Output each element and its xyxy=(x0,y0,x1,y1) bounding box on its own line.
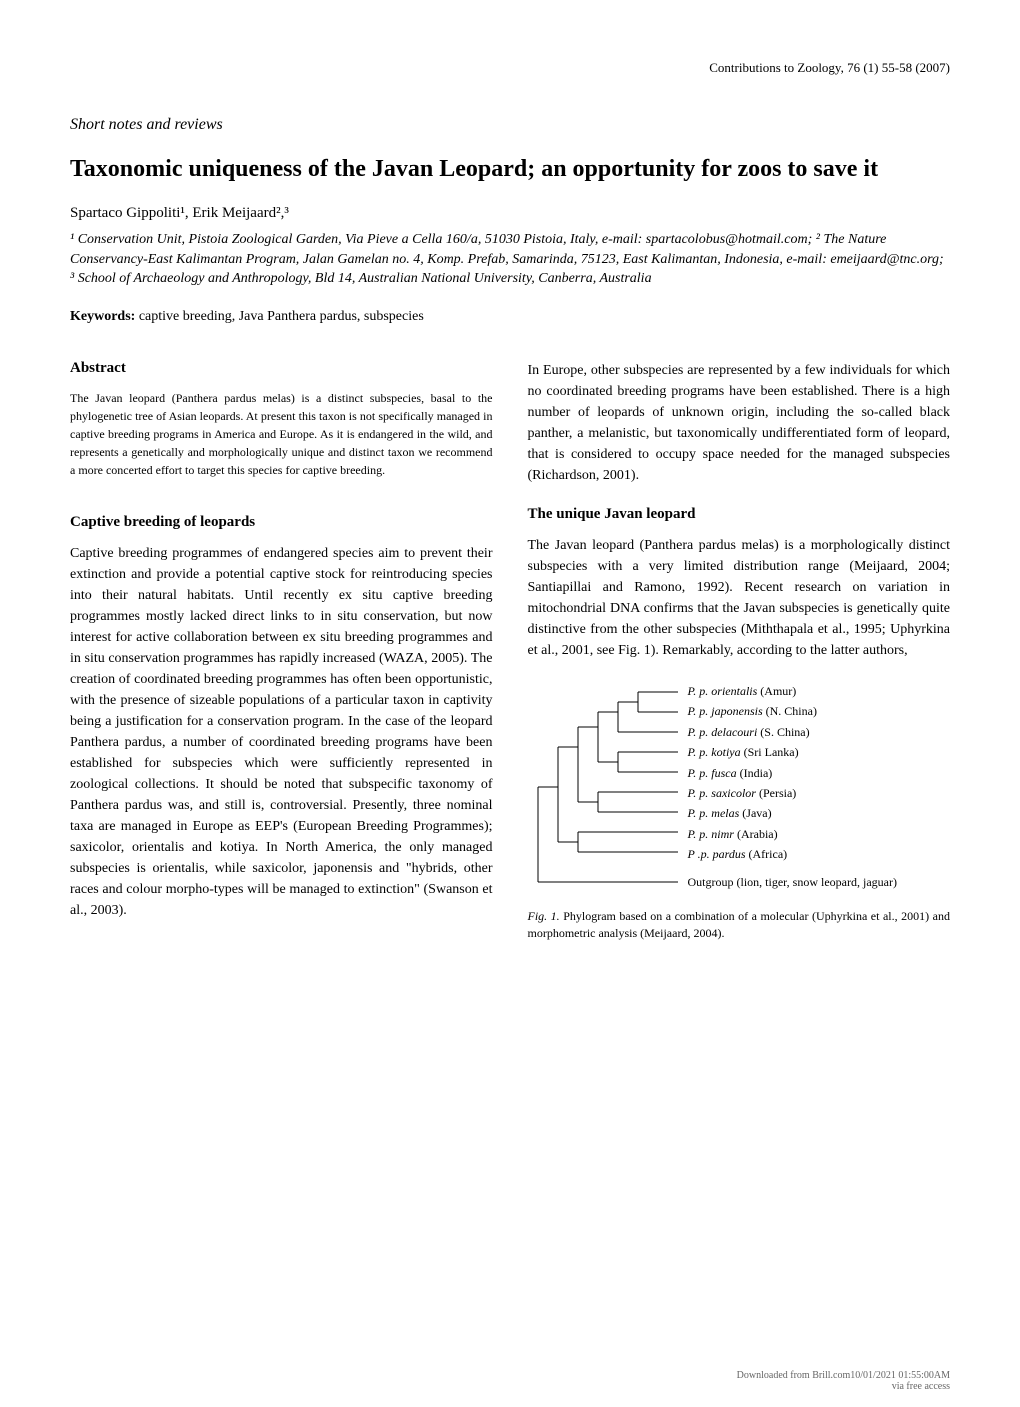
section1-heading: Captive breeding of leopards xyxy=(70,514,493,531)
section2-heading: The unique Javan leopard xyxy=(528,506,951,523)
article-title: Taxonomic uniqueness of the Javan Leopar… xyxy=(70,154,950,185)
figure-caption: Fig. 1. Phylogram based on a combination… xyxy=(528,908,951,942)
keywords: Keywords: captive breeding, Java Panther… xyxy=(70,309,950,325)
journal-citation: Contributions to Zoology, 76 (1) 55-58 (… xyxy=(70,60,950,76)
leaf-saxicolor: P. p. saxicolor (Persia) xyxy=(688,783,897,803)
leaf-japonensis: P. p. japonensis (N. China) xyxy=(688,701,897,721)
figure-1: P. p. orientalis (Amur) P. p. japonensis… xyxy=(528,681,951,942)
section1-text: Captive breeding programmes of endangere… xyxy=(70,543,493,921)
affiliations: ¹ Conservation Unit, Pistoia Zoological … xyxy=(70,230,950,289)
phylogram-tree-icon xyxy=(528,682,688,892)
species-list: P. p. orientalis (Amur) P. p. japonensis… xyxy=(688,681,897,893)
leaf-melas: P. p. melas (Java) xyxy=(688,803,897,823)
column2-intro: In Europe, other subspecies are represen… xyxy=(528,360,951,486)
leaf-orientalis: P. p. orientalis (Amur) xyxy=(688,681,897,701)
left-column: Abstract The Javan leopard (Panthera par… xyxy=(70,360,493,942)
section-label: Short notes and reviews xyxy=(70,116,950,134)
abstract-heading: Abstract xyxy=(70,360,493,377)
outgroup-text: Outgroup (lion, tiger, snow leopard, jag… xyxy=(688,872,897,892)
section2-text: The Javan leopard (Panthera pardus melas… xyxy=(528,535,951,661)
leaf-fusca: P. p. fusca (India) xyxy=(688,763,897,783)
two-column-layout: Abstract The Javan leopard (Panthera par… xyxy=(70,360,950,942)
figure-caption-text: Phylogram based on a combination of a mo… xyxy=(528,909,951,940)
leaf-delacouri: P. p. delacouri (S. China) xyxy=(688,722,897,742)
abstract-text: The Javan leopard (Panthera pardus melas… xyxy=(70,389,493,479)
download-footer: Downloaded from Brill.com10/01/2021 01:5… xyxy=(737,1370,950,1392)
figure-label: Fig. 1. xyxy=(528,909,560,923)
footer-line1: Downloaded from Brill.com10/01/2021 01:5… xyxy=(737,1370,950,1381)
footer-line2: via free access xyxy=(737,1381,950,1392)
right-column: In Europe, other subspecies are represen… xyxy=(528,360,951,942)
leaf-kotiya: P. p. kotiya (Sri Lanka) xyxy=(688,742,897,762)
keywords-label: Keywords: xyxy=(70,309,135,324)
leaf-nimr: P. p. nimr (Arabia) xyxy=(688,824,897,844)
leaf-pardus: P .p. pardus (Africa) xyxy=(688,844,897,864)
phylogram: P. p. orientalis (Amur) P. p. japonensis… xyxy=(528,681,951,893)
keywords-text: captive breeding, Java Panthera pardus, … xyxy=(135,309,423,324)
authors: Spartaco Gippoliti¹, Erik Meijaard²,³ xyxy=(70,205,950,222)
